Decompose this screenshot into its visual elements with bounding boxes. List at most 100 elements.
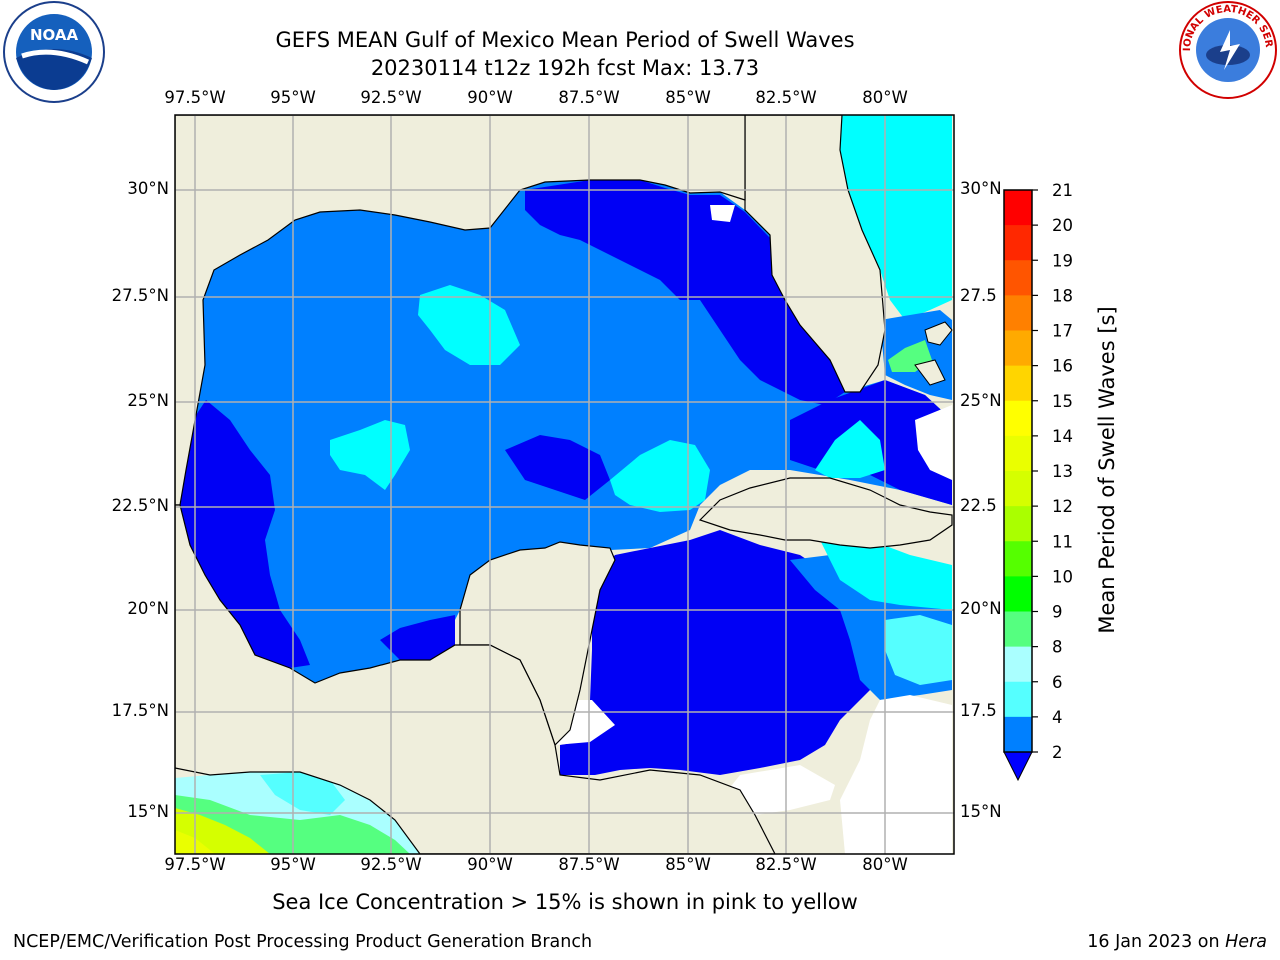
map-frame [174, 114, 955, 855]
footer-date: 16 Jan 2023 on Hera [1087, 932, 1267, 952]
lon-label-top: 90°W [467, 88, 513, 107]
lat-label-left: 15°N [127, 802, 169, 821]
footer-date-text: 16 Jan 2023 on [1087, 932, 1226, 952]
atlantic-swell-light [840, 115, 952, 320]
colorbar-tick-label: 15 [1052, 392, 1073, 411]
gulf-swell-deep-center [505, 435, 610, 500]
colorbar-segment [1004, 576, 1032, 612]
graticule [175, 115, 954, 854]
bahamas-land [914, 321, 953, 386]
colorbar-segment [1004, 400, 1032, 437]
colorbar-tick-label: 18 [1052, 286, 1073, 305]
colorbar-tick-label: 19 [1052, 251, 1073, 270]
lat-label-right: 27.5 [960, 286, 997, 305]
svg-text:Mean Period of Swell Waves [s]: Mean Period of Swell Waves [s] [1095, 306, 1119, 633]
colorbar-tick-label: 16 [1052, 357, 1073, 376]
caribbean-swell-light [820, 540, 952, 610]
colorbar-segment [1004, 646, 1032, 683]
lon-label-bottom: 85°W [665, 855, 711, 874]
colorbar-segment [1004, 541, 1032, 577]
lon-label-bottom: 82.5°W [755, 855, 817, 874]
colorbar: 21 20 19 18 17 16 15 14 13 12 11 10 9 8 6 4 2 [1003, 181, 1073, 782]
colorbar-segment [1004, 260, 1032, 296]
lat-label-right: 17.5 [960, 701, 997, 720]
mexico-land [175, 504, 776, 854]
map-plot-area [175, 115, 954, 854]
lat-label-left: 17.5°N [111, 701, 169, 720]
lon-label-top: 97.5°W [164, 88, 226, 107]
lon-label-top: 82.5°W [755, 88, 817, 107]
lon-label-top: 95°W [270, 88, 316, 107]
no-data-jamaica [840, 695, 952, 854]
colorbar-segment [1004, 365, 1032, 402]
lat-label-right: 30°N [960, 179, 1002, 198]
colorbar-extend-arrow [1003, 751, 1033, 782]
colorbar-segment [1004, 295, 1032, 331]
cuba-land [698, 477, 953, 549]
lon-label-top: 87.5°W [558, 88, 620, 107]
gulf-swell-deep-south [380, 615, 455, 660]
lat-label-right: 22.5 [960, 496, 997, 515]
colorbar-label: Mean Period of Swell Waves [s] [1095, 306, 1119, 633]
colorbar-segment [1004, 611, 1032, 648]
caribbean-swell-deep [560, 530, 880, 775]
lat-label-left: 22.5°N [111, 496, 169, 515]
colorbar-tick-label: 6 [1052, 673, 1063, 692]
lat-label-left: 20°N [127, 599, 169, 618]
florida-land [744, 115, 886, 393]
lon-label-top: 80°W [862, 88, 908, 107]
noaa-logo-icon: NOAA [3, 1, 105, 103]
pacific-swell-mid [260, 772, 345, 815]
colorbar-tick-label: 4 [1052, 708, 1063, 727]
map-title: GEFS MEAN Gulf of Mexico Mean Period of … [275, 28, 855, 52]
noaa-logo-text: NOAA [30, 26, 79, 44]
colorbar-tick-label: 12 [1052, 497, 1073, 516]
lon-label-top: 85°W [665, 88, 711, 107]
gulf-swell-light-west [330, 420, 410, 490]
colorbar-tick-label: 10 [1052, 567, 1073, 586]
colorbar-segment [1004, 330, 1032, 367]
colorbar-tick-label: 14 [1052, 427, 1073, 446]
colorbar-tick-label: 11 [1052, 532, 1073, 551]
colorbar-segment [1004, 225, 1032, 261]
colorbar-tick-label: 13 [1052, 462, 1073, 481]
caribbean-swell-light-2 [885, 615, 952, 685]
sea-ice-caption: Sea Ice Concentration > 15% is shown in … [272, 890, 858, 914]
colorbar-tick-label: 2 [1052, 743, 1063, 762]
no-data-north [710, 205, 735, 222]
no-data-straits [915, 405, 952, 480]
gulf-swell-deep-east [525, 180, 845, 405]
colorbar-segment [1004, 716, 1032, 752]
colorbar-segment [1004, 506, 1032, 542]
lat-label-right: 20°N [960, 599, 1002, 618]
colorbar-tick-label: 8 [1052, 638, 1063, 657]
gulf-swell-light-straits [815, 420, 885, 478]
gulf-swell-light-north [418, 285, 520, 365]
gulf-swell-deep-west [180, 400, 310, 668]
colorbar-segment [1004, 681, 1032, 718]
lon-label-bottom: 92.5°W [360, 855, 422, 874]
colorbar-segment [1004, 190, 1032, 226]
colorbar-segment [1004, 471, 1032, 507]
colorbar-tick-label: 20 [1052, 216, 1073, 235]
lon-label-bottom: 87.5°W [558, 855, 620, 874]
lon-label-bottom: 90°W [467, 855, 513, 874]
lon-label-top: 92.5°W [360, 88, 422, 107]
colorbar-tick-label: 21 [1052, 181, 1073, 200]
lat-label-right: 25°N [960, 391, 1002, 410]
lat-label-left: 30°N [127, 179, 169, 198]
colorbar-tick-label: 17 [1052, 322, 1073, 341]
lat-label-left: 27.5°N [111, 286, 169, 305]
footer-producer: NCEP/EMC/Verification Post Processing Pr… [13, 932, 593, 952]
gulf-swell-light-center [610, 440, 710, 512]
colorbar-tick-label: 9 [1052, 603, 1063, 622]
map-subtitle: 20230114 t12z 192h fcst Max: 13.73 [370, 56, 760, 80]
national-weather-service-logo-icon: NATIONAL WEATHER SERVICE [1178, 0, 1277, 99]
colorbar-segment [1004, 435, 1032, 472]
lat-label-right: 15°N [960, 802, 1002, 821]
lon-label-bottom: 95°W [270, 855, 316, 874]
lon-label-bottom: 80°W [862, 855, 908, 874]
footer-machine: Hera [1225, 932, 1267, 952]
lat-label-left: 25°N [127, 391, 169, 410]
